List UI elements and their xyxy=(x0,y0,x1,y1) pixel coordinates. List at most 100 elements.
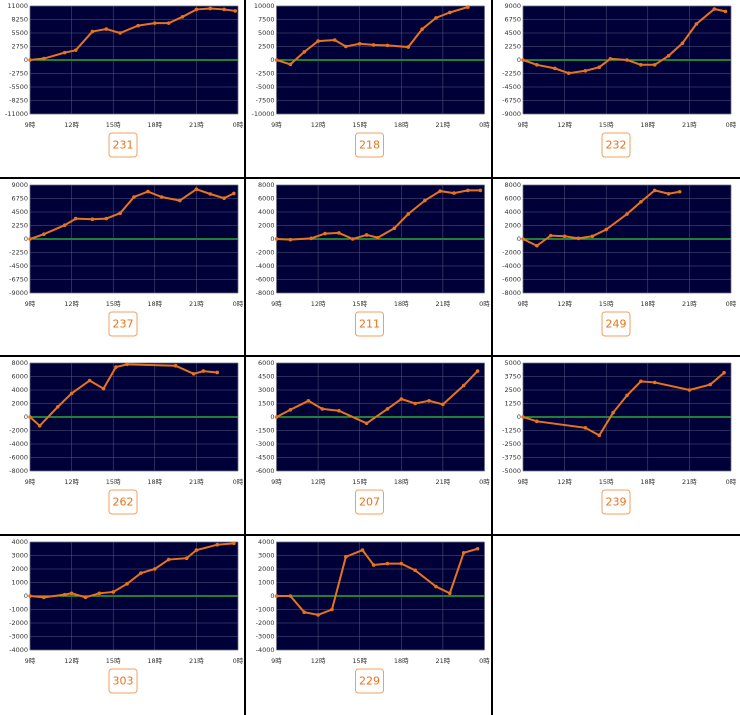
x-tick-label: 15時 xyxy=(352,300,367,308)
data-point xyxy=(438,189,442,193)
machine-button-label[interactable]: 262 xyxy=(113,496,134,509)
y-tick-label: 1000 xyxy=(11,579,28,587)
y-tick-label: 4000 xyxy=(11,386,28,394)
data-point xyxy=(125,362,129,367)
y-tick-label: -2500 xyxy=(502,440,521,448)
data-point xyxy=(441,402,445,407)
data-point xyxy=(320,407,325,411)
data-point xyxy=(222,7,226,12)
machine-button[interactable] xyxy=(108,311,138,337)
y-tick-label: -1250 xyxy=(502,427,521,435)
y-tick-label: -10000 xyxy=(251,110,274,118)
machine-button[interactable] xyxy=(601,132,631,158)
data-line xyxy=(276,6,469,66)
y-tick-label: 0 xyxy=(270,56,274,64)
y-tick-label: -2000 xyxy=(9,619,28,627)
x-tick-label: 15時 xyxy=(106,657,121,665)
machine-button-label[interactable]: 237 xyxy=(113,318,134,331)
machine-button-label[interactable]: 218 xyxy=(359,139,380,152)
machine-button[interactable] xyxy=(355,311,384,337)
y-tick-label: 2000 xyxy=(11,400,28,408)
data-point xyxy=(344,555,348,559)
data-point xyxy=(37,423,42,428)
x-tick-label: 21時 xyxy=(189,121,204,129)
y-tick-label: 2500 xyxy=(504,386,521,394)
data-point xyxy=(104,27,109,31)
data-point xyxy=(337,408,341,413)
data-point xyxy=(597,433,602,438)
x-tick-label: 0時 xyxy=(726,121,737,129)
machine-button-label[interactable]: 239 xyxy=(606,496,627,509)
data-point xyxy=(136,23,140,28)
data-point xyxy=(153,21,157,25)
x-tick-label: 18時 xyxy=(394,478,409,486)
machine-button-label[interactable]: 249 xyxy=(606,318,627,331)
y-tick-label: -5000 xyxy=(502,467,521,475)
y-tick-label: 0 xyxy=(270,592,274,600)
x-tick-label: 12時 xyxy=(557,121,572,129)
machine-button[interactable] xyxy=(601,489,631,515)
data-point xyxy=(385,561,390,566)
machine-button-label[interactable]: 207 xyxy=(359,496,380,509)
x-tick-label: 15時 xyxy=(599,300,614,308)
data-point xyxy=(208,192,213,196)
data-point xyxy=(222,196,226,200)
data-point xyxy=(274,415,279,419)
x-tick-label: 12時 xyxy=(557,478,572,486)
y-tick-label: -3000 xyxy=(256,440,275,448)
x-tick-label: 12時 xyxy=(311,121,326,129)
y-tick-label: -6000 xyxy=(256,276,275,284)
machine-button-label[interactable]: 229 xyxy=(359,675,380,688)
data-point xyxy=(118,31,122,35)
data-point xyxy=(62,223,67,227)
x-tick-label: 18時 xyxy=(147,300,162,308)
machine-button[interactable] xyxy=(355,132,384,158)
machine-button-label[interactable]: 231 xyxy=(113,139,134,152)
x-tick-label: 12時 xyxy=(311,300,326,308)
y-tick-label: 4500 xyxy=(11,208,28,216)
x-tick-label: 12時 xyxy=(311,478,326,486)
x-tick-label: 12時 xyxy=(311,657,326,665)
machine-button[interactable] xyxy=(108,668,138,694)
x-tick-label: 21時 xyxy=(436,300,451,308)
data-point xyxy=(385,43,390,48)
data-point xyxy=(399,561,404,566)
data-point xyxy=(466,188,470,193)
y-tick-label: 3750 xyxy=(504,373,521,381)
machine-button[interactable] xyxy=(108,489,138,515)
data-point xyxy=(423,198,427,203)
data-point xyxy=(413,401,417,406)
x-tick-label: 15時 xyxy=(599,121,614,129)
y-tick-label: 8000 xyxy=(258,181,275,189)
y-tick-label: 0 xyxy=(270,413,274,421)
machine-button[interactable] xyxy=(108,132,138,158)
data-point xyxy=(535,243,539,248)
data-point xyxy=(357,42,362,46)
y-tick-label: 7500 xyxy=(258,16,275,24)
y-tick-label: -3750 xyxy=(502,454,521,462)
y-tick-label: 9000 xyxy=(504,2,521,10)
data-point xyxy=(232,541,236,546)
data-point xyxy=(639,200,643,204)
data-point xyxy=(208,6,213,11)
data-point xyxy=(146,189,150,194)
y-tick-label: 2000 xyxy=(11,565,28,573)
x-tick-label: 21時 xyxy=(189,657,204,665)
y-tick-label: -6000 xyxy=(256,467,275,475)
data-point xyxy=(590,234,595,239)
machine-button-label[interactable]: 211 xyxy=(359,318,380,331)
machine-button[interactable] xyxy=(355,668,384,694)
y-tick-label: 1500 xyxy=(258,400,275,408)
machine-button-label[interactable]: 303 xyxy=(113,675,134,688)
data-point xyxy=(215,370,219,375)
machine-button[interactable] xyxy=(601,311,631,337)
y-tick-label: -4500 xyxy=(256,454,275,462)
x-tick-label: 21時 xyxy=(436,478,451,486)
y-tick-label: -8000 xyxy=(9,467,28,475)
data-point xyxy=(583,69,588,73)
data-point xyxy=(184,556,189,560)
machine-button-label[interactable]: 232 xyxy=(606,139,627,152)
x-tick-label: 15時 xyxy=(352,121,367,129)
data-point xyxy=(583,426,588,430)
machine-button[interactable] xyxy=(355,489,384,515)
